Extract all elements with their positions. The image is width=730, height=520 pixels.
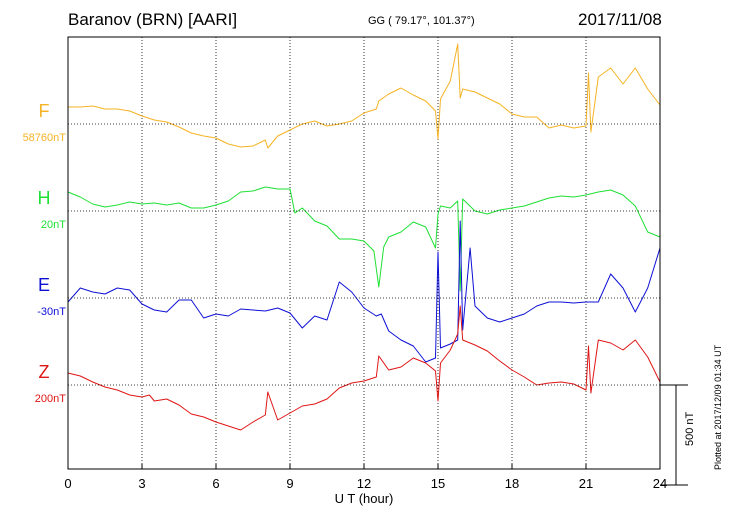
baseline-value-Z: 200nT	[35, 393, 66, 405]
series-name-H: H	[38, 188, 51, 208]
scale-bar	[660, 384, 688, 486]
geo-coordinates: GG ( 79.17°, 101.37°)	[368, 15, 475, 27]
series-name-E: E	[38, 275, 50, 295]
x-tick-label: 6	[212, 476, 219, 491]
x-tick-label: 0	[64, 476, 71, 491]
x-tick-label: 21	[579, 476, 593, 491]
x-tick-label: 24	[653, 476, 667, 491]
x-tick-label: 9	[286, 476, 293, 491]
trace-Z	[67, 305, 661, 431]
traces	[67, 43, 661, 431]
x-tick-label: 12	[357, 476, 371, 491]
baseline-value-F: 58760nT	[23, 132, 67, 144]
grid-lines	[141, 37, 587, 469]
trace-F	[68, 43, 661, 149]
date-label: 2017/11/08	[578, 10, 662, 29]
x-axis-label: U T (hour)	[335, 491, 394, 506]
scale-bar-label: 500 nT	[684, 411, 696, 446]
plotted-timestamp: Plotted at 2017/12/09 01:34 UT	[713, 344, 723, 470]
baseline-value-H: 20nT	[41, 219, 66, 231]
x-tick-label: 18	[505, 476, 519, 491]
station-title: Baranov (BRN) [AARI]	[68, 10, 238, 29]
x-tick-label: 3	[138, 476, 145, 491]
x-axis-ticks: 0 3 6 9 12 15 18 21 24 U T (hour)	[64, 464, 667, 506]
trace-E	[67, 220, 661, 363]
series-labels: F 58760nT H 20nT E -30nT Z 200nT	[23, 101, 67, 405]
trace-H	[67, 186, 661, 292]
series-name-F: F	[39, 101, 50, 121]
baseline-value-E: -30nT	[37, 306, 66, 318]
x-tick-label: 15	[431, 476, 445, 491]
series-name-Z: Z	[39, 362, 50, 382]
